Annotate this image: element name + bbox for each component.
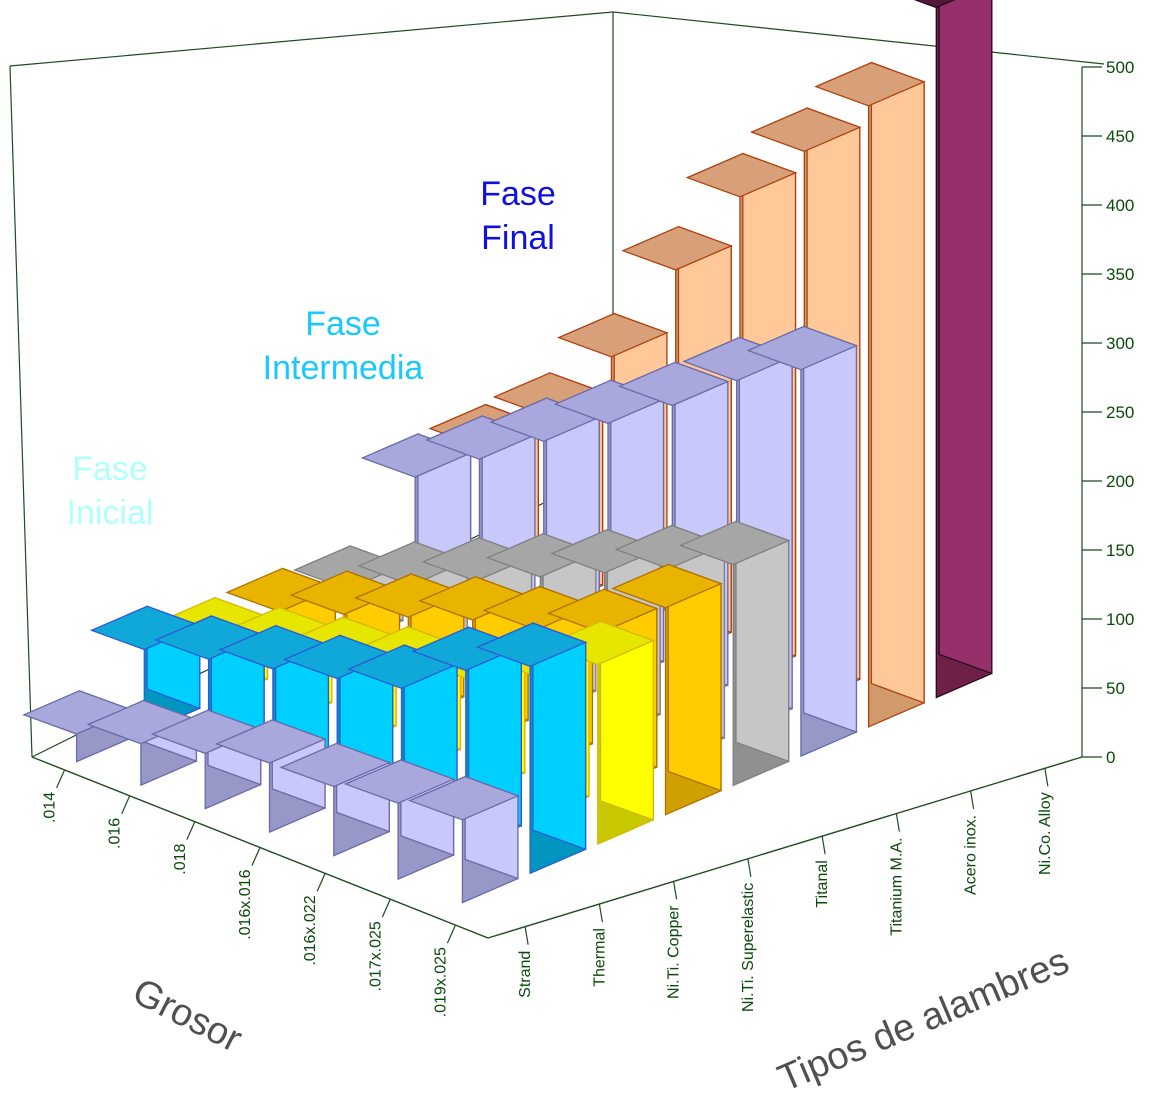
phase-label: Fase Final [480, 175, 556, 257]
thickness-tick-label: .018 [172, 843, 189, 874]
thickness-tick-label: .014 [42, 792, 59, 823]
bar [746, 325, 859, 758]
bar-top-face [749, 107, 862, 152]
thickness-tick [316, 873, 326, 892]
value-tick-label: 150 [1106, 541, 1134, 560]
wire-type-tick-label: Ni.Ti. Superelastic [740, 883, 757, 1012]
wire-type-axis-line [487, 756, 1083, 939]
bar-top-face [556, 312, 669, 358]
bar-top-face [814, 61, 926, 107]
value-tick-label: 100 [1106, 610, 1134, 629]
bar-top-face [343, 759, 456, 804]
bar [913, 0, 993, 699]
bar-top-face [611, 563, 723, 609]
bar-top-face [617, 361, 730, 407]
thickness-tick [446, 924, 456, 944]
value-tick-label: 0 [1106, 748, 1115, 767]
phase-label: Fase Intermedia [263, 305, 424, 387]
thickness-tick-label: .016x.016 [237, 869, 254, 939]
thickness-tick [121, 795, 131, 815]
bar-top-face [475, 622, 588, 667]
wire-type-tick [747, 858, 752, 877]
value-tick-label: 300 [1106, 334, 1134, 353]
wire-type-tick [895, 813, 900, 832]
wire-type-tick-label: Thermal [591, 928, 608, 987]
bar-top-face [685, 152, 798, 198]
value-tick-label: 350 [1106, 265, 1134, 284]
phase-annotations: Fase Inicial Fase Intermedia Fase Final [67, 175, 556, 532]
value-axis: 0 50 100 150 200 250 300 350 400 450 500 [1081, 58, 1134, 767]
thickness-axis: .014 .016 .018 .016x.016 .016x.022 .017x.025.… [31, 756, 489, 1017]
value-tick-label: 450 [1106, 127, 1134, 146]
bar-top-face [407, 775, 520, 821]
value-tick-label: 50 [1106, 679, 1125, 698]
bars-group [22, 0, 993, 904]
phase-label-line: Fase [480, 175, 556, 213]
wall-edge-top-left [9, 11, 614, 67]
wall-edge-top-right [612, 11, 1105, 65]
wire-type-tick-label: Acero inox. [963, 815, 980, 895]
bar-top-face [215, 719, 327, 764]
wall-edge-left [9, 65, 33, 758]
bar-top-face [913, 0, 956, 9]
thickness-tick-label: .017x.025 [367, 921, 384, 991]
wire-type-tick-label: Ni.Ti. Copper [666, 905, 683, 999]
bar [814, 61, 926, 728]
thickness-tick [251, 847, 261, 866]
bar-top-face [621, 226, 733, 271]
thickness-tick-label: .019x.025 [432, 947, 449, 1017]
bar [407, 775, 520, 904]
bar [611, 563, 723, 816]
bar-top-face [746, 325, 859, 371]
thickness-axis-title: Grosor [126, 971, 249, 1061]
wire-type-axis-title: Tipos de alambres [772, 940, 1075, 1093]
wire-type-tick [524, 926, 529, 945]
phase-label-line: Inicial [67, 494, 154, 532]
wire-type-tick [970, 790, 975, 810]
thickness-tick [186, 821, 196, 840]
phase-label-line: Intermedia [263, 349, 424, 387]
wire-type-tick-label: Strand [517, 951, 534, 998]
bar-right-face [870, 61, 925, 704]
bar-right-face [803, 325, 858, 734]
bar-top-face [546, 588, 659, 634]
wire-type-tick [821, 836, 826, 855]
wire-type-tick [673, 881, 678, 900]
bar [475, 622, 588, 875]
thickness-tick-label: .016x.022 [302, 895, 319, 965]
bar-right-face [938, 0, 993, 675]
phase-label: Fase Inicial [67, 450, 154, 532]
phase-label-line: Fase [305, 305, 381, 343]
thickness-tick-label: .016 [107, 818, 124, 849]
value-tick-label: 500 [1106, 58, 1134, 77]
wire-type-tick [598, 903, 603, 923]
thickness-tick [381, 898, 391, 918]
bar [543, 620, 656, 845]
wire-type-tick [1044, 768, 1049, 787]
wire-type-tick-label: Titanal [814, 860, 831, 907]
phase-label-line: Final [481, 219, 555, 257]
wire-type-tick-label: Ni.Co. Alloy [1037, 792, 1054, 875]
value-tick-label: 400 [1106, 196, 1134, 215]
wire-type-tick-label: Titanium M.A. [888, 838, 905, 936]
thickness-tick [56, 769, 66, 789]
value-tick-label: 200 [1106, 472, 1134, 491]
bar-top-face [279, 742, 392, 788]
bar-top-face [678, 520, 791, 566]
wire-type-axis: Strand Thermal Ni.Ti. Copper Ni.Ti. Superel… [487, 756, 1083, 1012]
value-tick-label: 250 [1106, 403, 1134, 422]
phase-label-line: Fase [72, 450, 148, 488]
bar [678, 520, 791, 787]
